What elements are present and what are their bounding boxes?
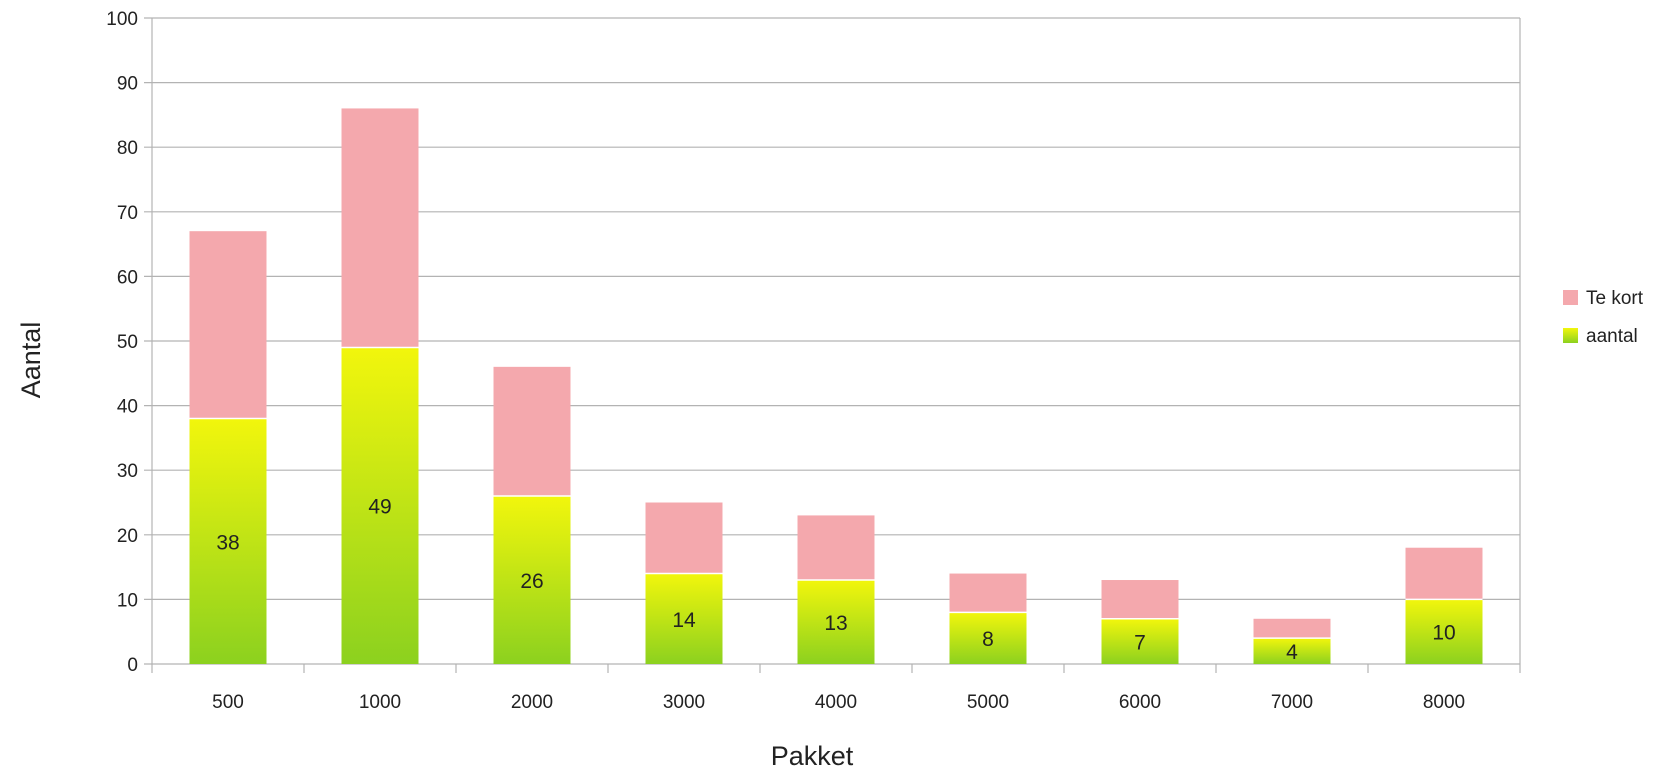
x-axis-ticks: 500 1000 2000 3000 4000 5000 6000 7000 8000 xyxy=(151,664,1521,713)
bar-aantal xyxy=(797,580,875,664)
bar-aantal xyxy=(1101,618,1179,664)
data-label-aantal: 10 xyxy=(1432,622,1455,645)
data-label-aantal: 4 xyxy=(1286,641,1298,664)
y-axis-ticks: 0 10 20 30 40 50 60 70 80 90 100 xyxy=(106,9,138,676)
data-label-aantal: 8 xyxy=(982,628,994,651)
data-label-aantal: 13 xyxy=(824,612,847,635)
bar-aantal xyxy=(645,573,723,664)
legend-swatch xyxy=(1563,290,1578,305)
data-label-aantal: 14 xyxy=(672,609,696,632)
x-tick-label: 1000 xyxy=(359,692,401,713)
bar-aantal xyxy=(1253,638,1331,664)
x-tick-label: 2000 xyxy=(511,692,553,713)
y-tick-label: 60 xyxy=(117,267,138,288)
y-tick-label: 30 xyxy=(117,461,138,482)
y-tick-label: 20 xyxy=(117,526,138,547)
bar-te-kort xyxy=(1405,547,1483,600)
x-tick-label: 4000 xyxy=(815,692,857,713)
y-axis-title: Aantal xyxy=(16,322,46,399)
x-tick-label: 8000 xyxy=(1423,692,1465,713)
bar-te-kort xyxy=(797,515,875,581)
y-tick-label: 40 xyxy=(117,397,138,418)
bar-te-kort xyxy=(645,502,723,574)
y-tick-label: 10 xyxy=(117,590,138,611)
y-tick-label: 0 xyxy=(127,655,138,676)
data-label-aantal: 49 xyxy=(368,496,391,519)
data-label-aantal: 7 xyxy=(1134,631,1146,654)
bar-te-kort xyxy=(949,573,1027,613)
y-tick-label: 50 xyxy=(117,332,138,353)
legend-swatch xyxy=(1563,328,1578,343)
x-tick-label: 5000 xyxy=(967,692,1009,713)
y-tick-label: 100 xyxy=(106,9,138,30)
legend-label: aantal xyxy=(1586,326,1638,347)
bar-aantal xyxy=(493,496,571,664)
data-label-aantal: 26 xyxy=(520,570,543,593)
bar-te-kort xyxy=(1101,580,1179,619)
bar-aantal xyxy=(189,418,267,664)
x-tick-label: 6000 xyxy=(1119,692,1161,713)
bar-aantal xyxy=(949,612,1027,664)
bars: 38 49 26 14 13 8 7 4 10 xyxy=(189,108,1483,664)
bar-te-kort xyxy=(341,108,419,348)
legend: Te kort aantal xyxy=(1563,288,1644,347)
legend-label: Te kort xyxy=(1586,288,1644,309)
x-tick-label: 7000 xyxy=(1271,692,1313,713)
bar-aantal xyxy=(1405,599,1483,664)
bar-aantal xyxy=(341,347,419,664)
bar-te-kort xyxy=(1253,618,1331,639)
bar-te-kort xyxy=(493,366,571,497)
x-axis-title: Pakket xyxy=(771,741,854,771)
y-tick-label: 90 xyxy=(117,74,138,95)
y-tick-label: 70 xyxy=(117,203,138,224)
x-tick-label: 500 xyxy=(212,692,244,713)
data-label-aantal: 38 xyxy=(216,531,239,554)
y-tick-label: 80 xyxy=(117,138,138,159)
x-tick-label: 3000 xyxy=(663,692,705,713)
bar-te-kort xyxy=(189,231,267,419)
